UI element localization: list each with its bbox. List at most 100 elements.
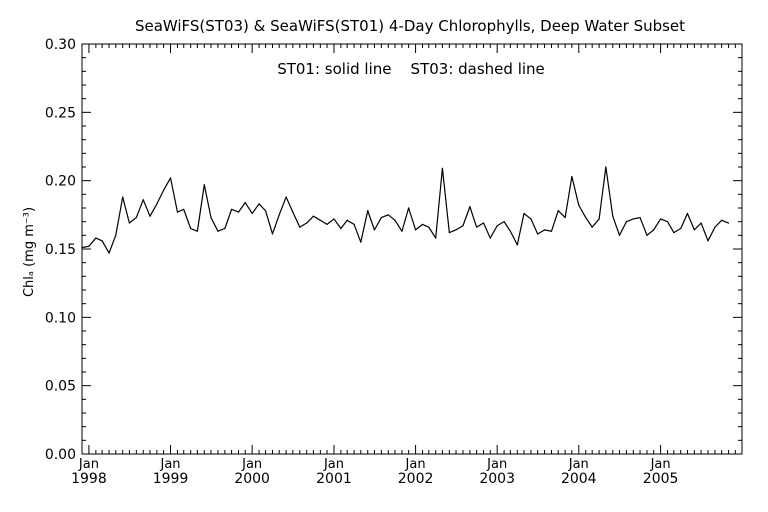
series-segment [101, 240, 110, 254]
series-segment [95, 237, 103, 242]
y-tick-label: 0.20 [45, 174, 76, 190]
series-segment [557, 210, 566, 219]
series-st01 [81, 166, 730, 254]
series-segment [292, 211, 301, 228]
series-segment [435, 167, 444, 239]
x-tick-year-label: 2000 [234, 471, 270, 487]
series-segment [537, 229, 546, 235]
series-segment [646, 229, 655, 236]
series-segment [163, 177, 172, 191]
x-axis-ticks: Jan1998Jan1999Jan2000Jan2001Jan2002Jan20… [71, 44, 736, 487]
x-tick-year-label: 1998 [71, 471, 107, 487]
series-segment [237, 201, 246, 213]
series-segment [666, 221, 675, 234]
series-segment [387, 214, 396, 221]
x-tick-year-label: 2003 [479, 471, 515, 487]
series-segment [251, 203, 260, 215]
series-segment [122, 196, 130, 224]
series-segment [455, 225, 464, 231]
series-segment [203, 184, 212, 219]
series-segment [271, 214, 280, 235]
line-style-annotation: ST01: solid line ST03: dashed line [277, 60, 545, 78]
series-segment [605, 166, 614, 217]
y-tick-label: 0.05 [45, 379, 76, 395]
series-segment [230, 208, 240, 213]
series-segment [333, 218, 342, 230]
series-segment [564, 175, 573, 219]
series-segment [503, 221, 511, 232]
series-segment [673, 227, 682, 234]
series-segment [149, 203, 158, 217]
series-segment [448, 229, 457, 234]
series-segment [489, 225, 498, 239]
series-segment [156, 189, 165, 205]
series-segment [306, 215, 315, 224]
series-segment [326, 218, 335, 225]
x-tick-year-label: 2005 [643, 471, 679, 487]
series-segment [693, 222, 702, 231]
series-segment [319, 219, 328, 225]
series-segment [530, 218, 539, 235]
series-segment [496, 221, 505, 227]
series-segment [660, 218, 669, 223]
series-segment [128, 216, 137, 224]
series-segment [299, 222, 308, 228]
series-segment [653, 218, 662, 231]
series-segment [190, 227, 198, 232]
y-tick-label: 0.00 [45, 447, 76, 463]
series-segment [210, 216, 219, 232]
series-segment [578, 204, 587, 219]
series-segment [196, 184, 205, 232]
series-segment [244, 201, 253, 215]
x-tick-month-label: Jan [160, 457, 181, 472]
series-segment [278, 196, 287, 216]
y-axis-label: Chlₐ (mg m⁻³) [22, 207, 37, 297]
series-segment [462, 206, 471, 227]
series-segment [169, 177, 179, 213]
series-segment [612, 215, 621, 236]
series-segment [224, 208, 233, 230]
series-segment [408, 207, 417, 231]
series-segment [591, 218, 600, 228]
series-segment [183, 208, 192, 230]
series-segment [264, 210, 274, 235]
series-segment [469, 206, 478, 228]
series-segment [618, 221, 628, 236]
y-tick-label: 0.30 [45, 37, 76, 53]
series-segment [135, 199, 144, 219]
series-segment [340, 219, 348, 230]
series-segment [476, 222, 485, 228]
series-segment [441, 167, 450, 234]
series-segment [639, 216, 648, 236]
series-segment [680, 212, 689, 230]
series-segment [285, 196, 294, 213]
series-segment [585, 216, 593, 228]
series-segment [401, 207, 410, 232]
series-segment [115, 196, 124, 236]
series-segment [550, 210, 559, 232]
plot-frame [81, 43, 743, 455]
series-segment [700, 222, 709, 242]
series-segment [108, 234, 117, 254]
series-segment [482, 222, 491, 239]
series-segment [380, 214, 389, 219]
x-tick-month-label: Jan [78, 457, 99, 472]
series-segment [571, 175, 580, 206]
series-segment [632, 216, 641, 220]
series-segment [625, 218, 634, 223]
series-segment [516, 212, 525, 246]
series-segment [176, 208, 185, 213]
y-tick-label: 0.15 [45, 242, 76, 258]
x-tick-month-label: Jan [405, 457, 426, 472]
x-tick-year-label: 2004 [561, 471, 597, 487]
series-segment [394, 219, 403, 232]
series-layer [81, 166, 730, 254]
series-segment [353, 223, 362, 243]
y-axis-ticks: 0.00 0.05 0.10 0.15 0.20 0.25 0.30 [45, 37, 742, 463]
series-segment [142, 199, 151, 217]
series-segment [509, 230, 518, 246]
x-tick-month-label: Jan [241, 457, 262, 472]
y-tick-label: 0.25 [45, 105, 76, 121]
series-segment [428, 226, 437, 239]
